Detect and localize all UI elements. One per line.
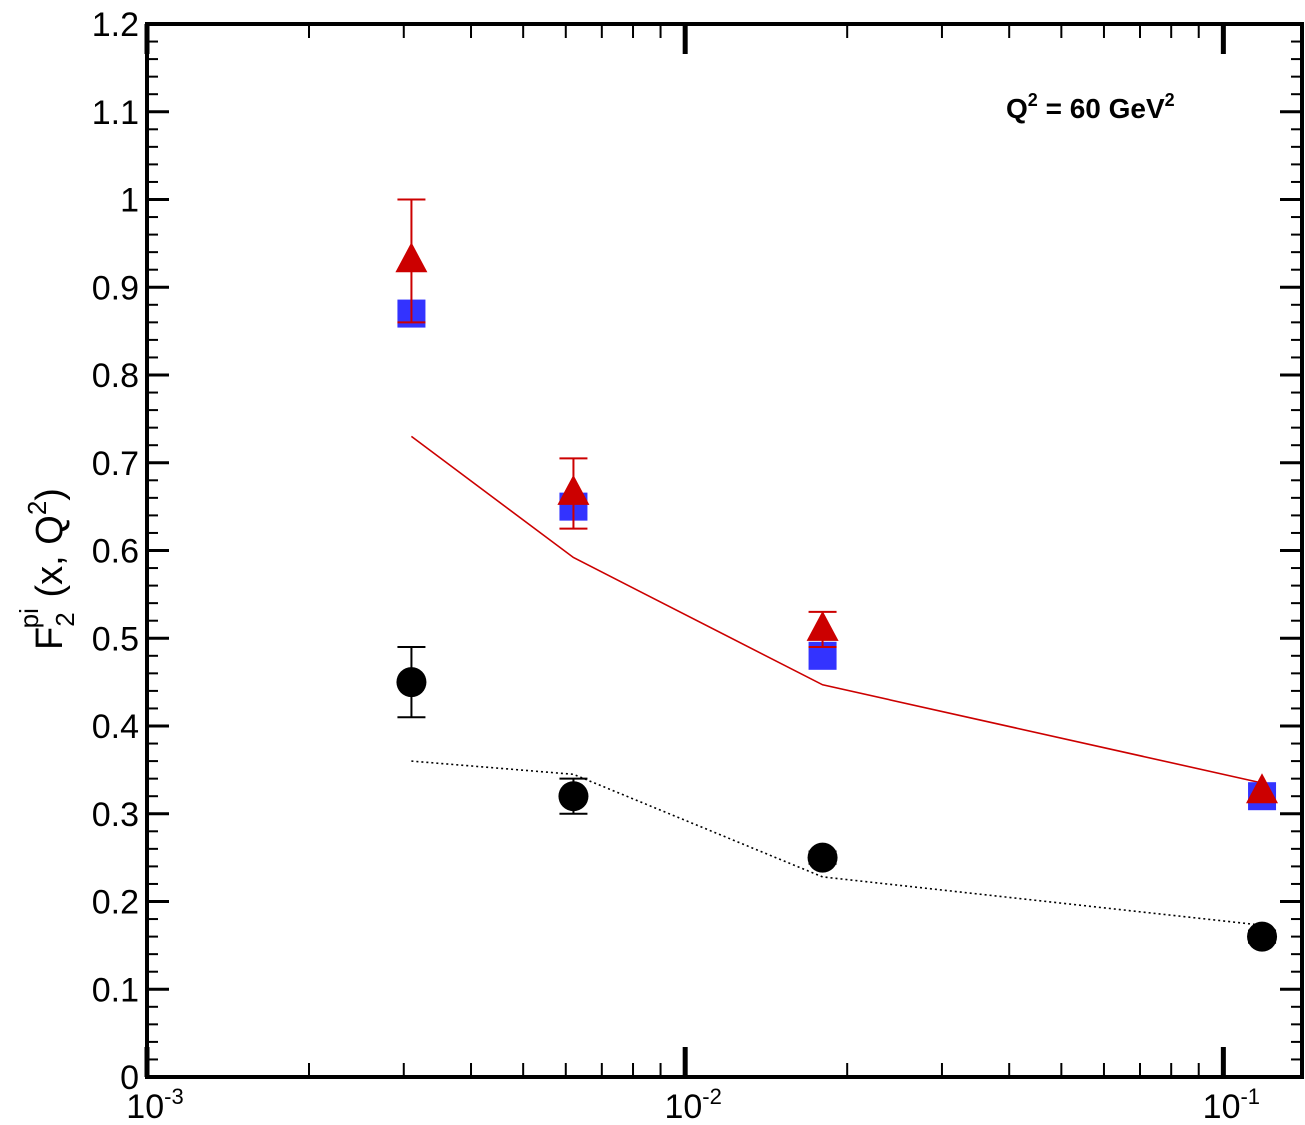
y-tick-label: 0.4 <box>92 708 139 746</box>
y-tick-label: 0.9 <box>92 269 139 307</box>
plot-frame <box>145 22 1304 1079</box>
y-tick-label: 0.2 <box>92 884 139 922</box>
model-curve-dotted <box>411 760 1263 926</box>
y-tick-label: 0.1 <box>92 971 139 1009</box>
x-tick-label: 10-3 <box>126 1084 183 1125</box>
y-tick-label: 0.6 <box>92 533 139 571</box>
y-axis-title: F2pi (x, Q2) <box>14 488 80 650</box>
y-tick-label: 1.2 <box>92 6 139 44</box>
triangle-marker <box>1246 773 1278 804</box>
y-tick-label: 0.8 <box>92 357 139 395</box>
x-tick-label: 10-2 <box>664 1084 721 1125</box>
triangle-marker <box>557 474 590 505</box>
data-points <box>395 198 1278 952</box>
circle-marker <box>558 781 589 812</box>
triangle-marker <box>806 610 839 641</box>
model-curve-solid <box>410 435 1263 784</box>
circle-marker <box>1247 921 1278 952</box>
triangle-marker <box>395 242 428 273</box>
minor-ticks <box>144 22 1302 1079</box>
y-tick-label: 0.5 <box>92 620 139 658</box>
y-tick-label: 0.7 <box>92 445 139 483</box>
tick-labels: 0 0.1 0.2 0.3 0.4 0.5 0.6 0.7 0.8 0.9 1 1.1 1.2 10-3 1… <box>92 6 1260 1125</box>
circle-marker <box>807 842 838 873</box>
y-tick-label: 1.1 <box>92 94 139 132</box>
circle-marker <box>396 667 427 698</box>
y-tick-label: 1 <box>120 182 139 220</box>
y-tick-label: 0 <box>120 1059 139 1097</box>
q2-annotation: Q2 = 60 GeV2 <box>1006 90 1175 124</box>
y-tick-label: 0.3 <box>92 796 139 834</box>
model-curves <box>410 435 1263 926</box>
x-tick-label: 10-1 <box>1203 1084 1260 1125</box>
